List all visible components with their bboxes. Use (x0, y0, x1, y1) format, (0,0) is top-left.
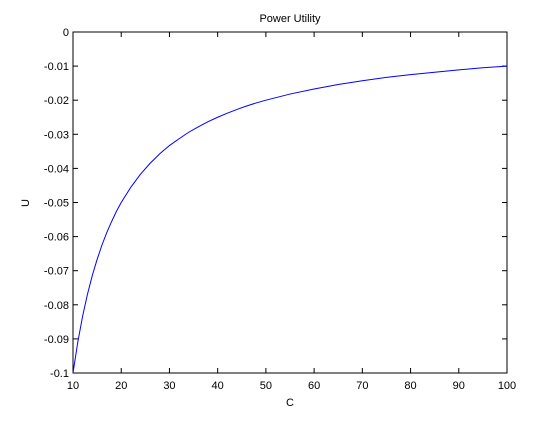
y-tick-label: -0.09 (44, 334, 69, 346)
y-tick-label: -0.05 (44, 198, 69, 210)
series-layer (72, 65, 508, 374)
y-tick-label: -0.02 (44, 95, 69, 107)
x-tick-label: 20 (115, 380, 127, 392)
x-tick-label: 40 (212, 380, 224, 392)
y-tick-label: -0.08 (44, 300, 69, 312)
x-tick-label: 70 (356, 380, 368, 392)
y-axis-ticks: 0 -0.01 -0.02 -0.03 -0.04 -0.05 -0.06 -0.07 -0.0… (44, 27, 507, 380)
x-tick-label: 50 (260, 380, 272, 392)
y-tick-label: 0 (63, 27, 69, 39)
x-tick-label: 30 (163, 380, 175, 392)
y-axis-label: U (20, 199, 32, 207)
y-tick-label: -0.03 (44, 129, 69, 141)
chart-title: Power Utility (259, 13, 321, 25)
x-tick-label: 90 (453, 380, 465, 392)
x-tick-label: 100 (498, 380, 516, 392)
x-tick-label: 10 (67, 380, 79, 392)
x-axis-label: C (286, 397, 294, 409)
y-tick-label: -0.06 (44, 232, 69, 244)
y-tick-label: -0.1 (50, 368, 69, 380)
series-line (72, 65, 508, 374)
y-tick-label: -0.04 (44, 163, 69, 175)
x-tick-label: 60 (308, 380, 320, 392)
x-axis-ticks: 10 20 30 40 50 60 70 80 90 100 (67, 32, 516, 392)
plot-area (72, 31, 508, 374)
x-tick-label: 80 (404, 380, 416, 392)
y-tick-label: -0.01 (44, 61, 69, 73)
y-tick-label: -0.07 (44, 266, 69, 278)
